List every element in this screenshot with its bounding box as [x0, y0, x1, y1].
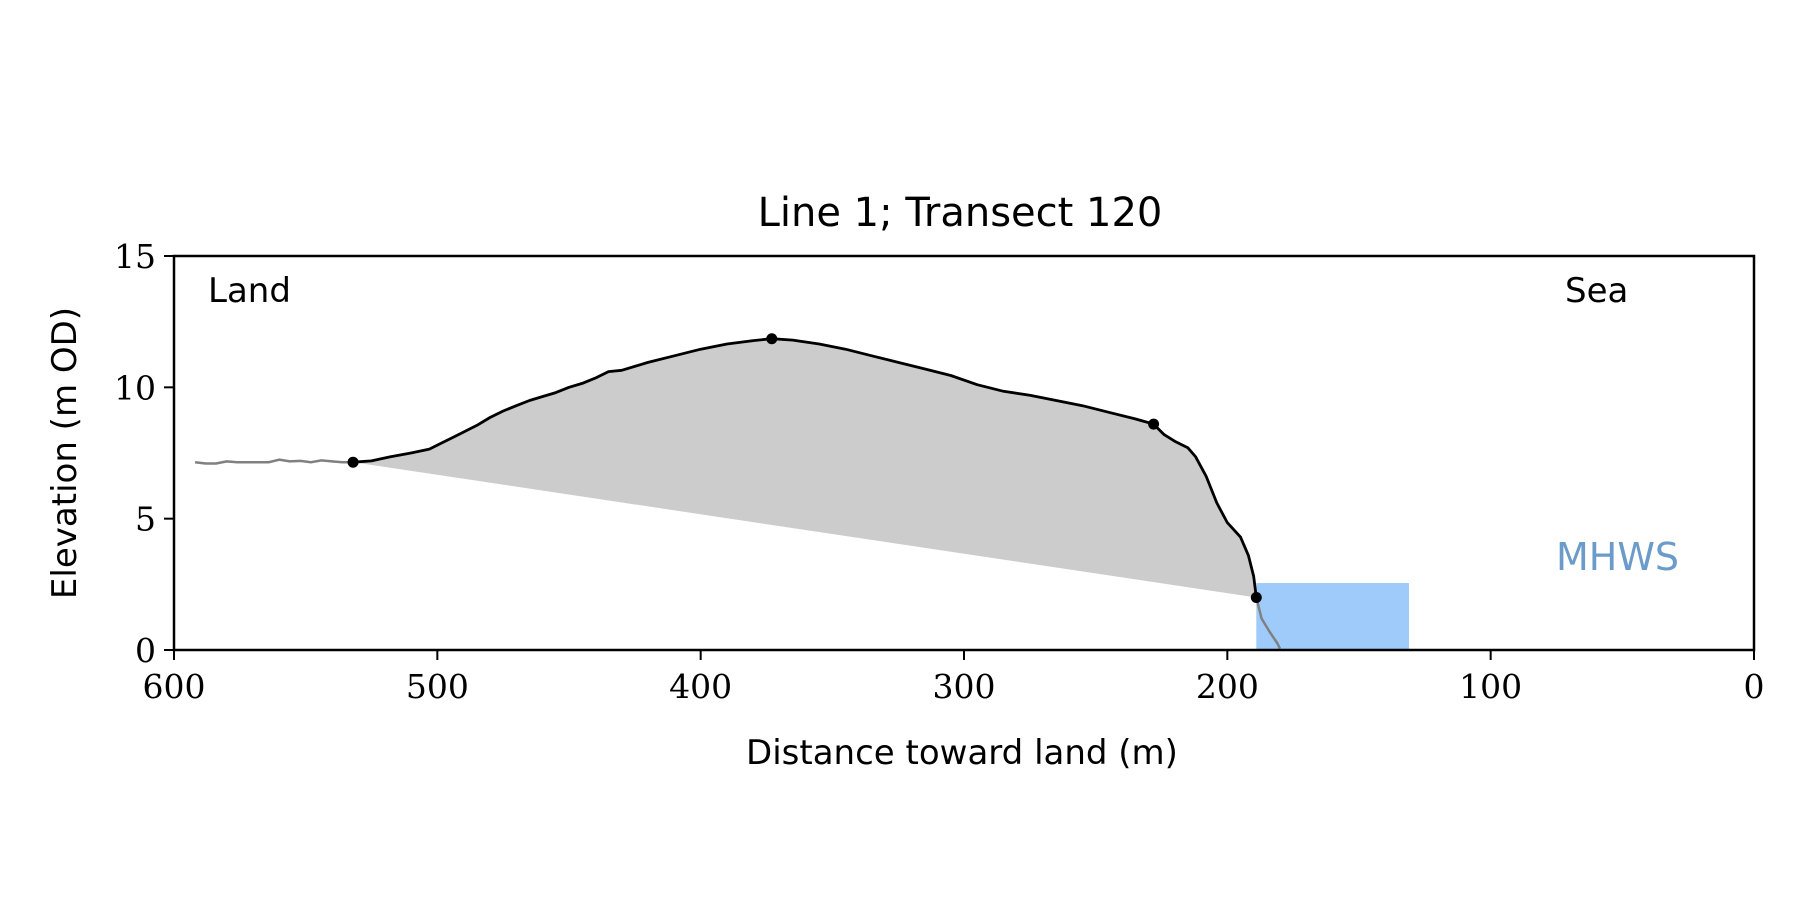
x-tick-label: 200	[1196, 667, 1259, 706]
profile-marker-point	[1148, 418, 1160, 430]
chart-title: Line 1; Transect 120	[758, 190, 1163, 236]
sea-annotation: Sea	[1565, 271, 1628, 311]
land-annotation: Land	[208, 271, 291, 311]
y-axis: 0 5 10 15	[114, 237, 174, 670]
x-tick-label: 400	[669, 667, 732, 706]
y-tick-label: 15	[114, 237, 156, 276]
y-tick-label: 0	[135, 631, 156, 670]
mhws-annotation: MHWS	[1556, 535, 1679, 579]
y-tick-label: 5	[135, 500, 156, 539]
profile-line-outside-sea	[1255, 597, 1282, 650]
x-tick-label: 600	[143, 667, 206, 706]
profile-fill-area	[353, 338, 1257, 598]
x-tick-label: 300	[933, 667, 996, 706]
x-axis: 600 500 400 300 200 100 0	[143, 650, 1765, 706]
plot-area	[194, 333, 1410, 650]
x-tick-label: 100	[1459, 667, 1522, 706]
x-axis-label: Distance toward land (m)	[746, 733, 1178, 773]
profile-marker-point	[347, 456, 359, 468]
x-tick-label: 500	[406, 667, 469, 706]
profile-marker-point	[1250, 591, 1262, 603]
profile-line	[353, 337, 1258, 598]
x-tick-label: 0	[1744, 667, 1765, 706]
profile-line-outside-land	[194, 458, 354, 465]
y-axis-label: Elevation (m OD)	[45, 307, 85, 599]
water-box	[1256, 583, 1410, 650]
y-tick-label: 10	[114, 368, 156, 407]
profile-marker-point	[766, 333, 778, 345]
